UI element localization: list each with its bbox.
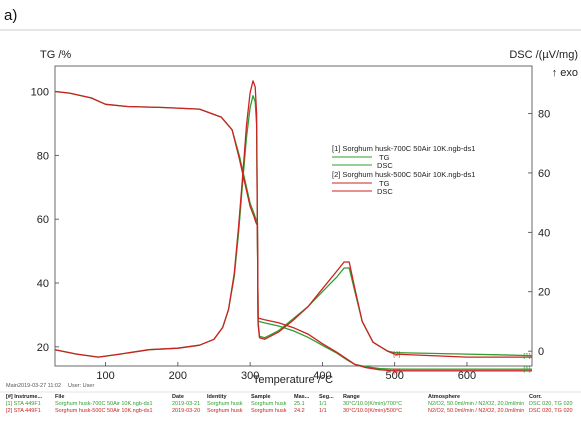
table-header-cell: File	[55, 394, 64, 400]
measurement-info-table: [#] Instrume... File Date Identity Sample Mas…	[0, 391, 581, 414]
series-layer	[54, 80, 533, 372]
table-cell: 1/1	[319, 401, 327, 407]
end-marker: [1]	[523, 366, 530, 373]
table-cell: Sorghum husk	[251, 401, 287, 407]
footer-main-label: Main	[6, 383, 18, 389]
table-cell: Sorghum husk-700C 50Air 10K.ngb-ds1	[55, 401, 153, 407]
ticks-layer: 100 200 300 400 500 600 20 40 60 80 100 0 20 40 60 80	[31, 87, 551, 382]
end-markers-layer: [2] [2] [1] [1]	[393, 351, 531, 375]
plot-frame	[54, 65, 533, 367]
table-header-cell: Identity	[207, 394, 227, 400]
table-cell: [1] STA 449F1	[6, 401, 41, 407]
table-header-cell: Corr.	[529, 394, 542, 400]
y-right-tick-label: 40	[538, 227, 550, 239]
exo-indicator: ↑ exo	[552, 67, 578, 79]
table-cell: DSC 020, TG 020	[529, 401, 573, 407]
footer-main-datetime: 2019-03-27 11:02	[18, 383, 61, 389]
footer-user: User: User	[68, 383, 94, 389]
table-cell: 2019-03-20	[172, 408, 200, 414]
footer-info: Main 2019-03-27 11:02 User: User	[6, 383, 94, 389]
table-cell: 24.2	[294, 408, 305, 414]
table-cell: Sorghum husk	[251, 408, 287, 414]
table-header-cell: Atmosphere	[428, 394, 460, 400]
table-cell: Sorghum husk	[207, 408, 243, 414]
y-left-tick-label: 80	[37, 150, 49, 162]
y-axis-right-title: DSC /(µV/mg)	[509, 49, 578, 61]
table-header-cell: Date	[172, 394, 184, 400]
x-axis-title: Temperature /°C	[253, 374, 333, 386]
table-header-cell: [#] Instrume...	[6, 394, 43, 400]
table-header-cell: Mas...	[294, 394, 310, 400]
table-cell: 2019-03-21	[172, 401, 200, 407]
table-header-cell: Range	[343, 394, 360, 400]
end-marker: [2]	[393, 351, 400, 358]
table-cell: Sorghum husk	[207, 401, 243, 407]
table-cell: DSC 020, TG 020	[529, 408, 573, 414]
series-line-3	[54, 90, 532, 372]
table-cell: 1/1	[319, 408, 327, 414]
x-tick-label: 100	[96, 370, 114, 382]
x-tick-label: 600	[458, 370, 476, 382]
x-tick-label: 400	[313, 370, 331, 382]
end-marker: [2]	[393, 368, 400, 375]
table-cell: 30°C/10.0(K/min)/500°C	[343, 408, 402, 414]
end-marker: [1]	[523, 353, 530, 360]
legend: [1] Sorghum husk-700C 50Air 10K.ngb-ds1 …	[332, 144, 475, 196]
table-cell: [2] STA 449F1	[6, 408, 41, 414]
y-right-tick-label: 20	[538, 287, 550, 299]
x-tick-label: 500	[386, 370, 404, 382]
table-header-cell: Seg...	[319, 394, 334, 400]
table-cell: N2/O2, 50.0ml/min / N2/O2, 20.0ml/min	[428, 408, 524, 414]
y-right-tick-label: 0	[538, 346, 544, 358]
y-left-tick-label: 100	[31, 87, 49, 99]
series-line-2	[54, 95, 533, 358]
y-right-tick-label: 60	[538, 168, 550, 180]
legend-entry-1-dsc: DSC	[377, 161, 393, 170]
y-left-tick-label: 20	[37, 342, 49, 354]
y-left-tick-label: 60	[37, 214, 49, 226]
y-left-tick-label: 40	[37, 278, 49, 290]
legend-header-2: [2] Sorghum husk-500C 50Air 10K.ngb-ds1	[332, 170, 475, 179]
table-cell: 25.1	[294, 401, 305, 407]
panel-label: a)	[4, 7, 17, 24]
x-tick-label: 200	[169, 370, 187, 382]
table-cell: N2/O2, 50.0ml/min / N2/O2, 20.0ml/min	[428, 401, 524, 407]
y-right-tick-label: 80	[538, 109, 550, 121]
y-axis-left-title: TG /%	[40, 49, 71, 61]
table-cell: Sorghum husk-500C 50Air 10K.ngb-ds1	[55, 408, 153, 414]
series-line-4	[54, 80, 532, 358]
x-tick-label: 300	[241, 370, 259, 382]
legend-header-1: [1] Sorghum husk-700C 50Air 10K.ngb-ds1	[332, 144, 475, 153]
table-header-cell: Sample	[251, 394, 271, 400]
legend-entry-1-tg: TG	[379, 153, 390, 162]
legend-entry-2-dsc: DSC	[377, 187, 393, 196]
table-cell: 30°C/10.0(K/min)/700°C	[343, 401, 402, 407]
legend-entry-2-tg: TG	[379, 179, 390, 188]
